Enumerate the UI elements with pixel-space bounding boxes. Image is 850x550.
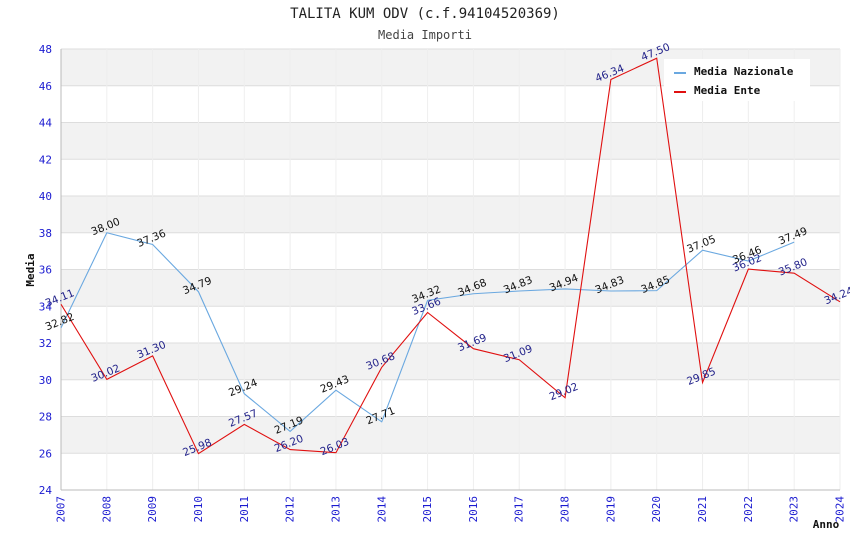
series-lines	[60, 57, 841, 455]
chart-title: TALITA KUM ODV (c.f.94104520369)	[290, 6, 560, 22]
y-tick-label: 42	[39, 153, 52, 166]
y-tick-label: 48	[39, 43, 52, 56]
y-tick-label: 24	[39, 484, 53, 497]
x-tick-label: 2015	[421, 496, 434, 523]
x-tick-label: 2009	[146, 496, 159, 523]
grid-band	[61, 416, 840, 454]
x-tick-label: 2011	[238, 496, 251, 523]
x-tick-label: 2012	[284, 496, 297, 523]
x-tick-label: 2008	[100, 496, 113, 523]
grid-band	[61, 269, 840, 307]
grid-lines	[60, 48, 841, 491]
x-tick-label: 2016	[467, 496, 480, 523]
y-tick-label: 30	[39, 374, 52, 387]
chart-subtitle: Media Importi	[378, 28, 472, 42]
x-axis-label: Anno	[813, 518, 840, 531]
grid-band	[61, 122, 840, 160]
x-tick-label: 2007	[55, 496, 68, 523]
x-tick-label: 2013	[329, 496, 342, 523]
y-tick-label: 38	[39, 227, 52, 240]
y-tick-label: 32	[39, 337, 52, 350]
x-tick-label: 2023	[788, 496, 801, 523]
y-tick-label: 46	[39, 80, 52, 93]
x-tick-label: 2021	[696, 496, 709, 523]
x-tick-labels: 2007 2008 2009 2010 2011 2012 2013 2014 2015 2016…	[55, 496, 847, 523]
y-tick-label: 28	[39, 411, 52, 424]
grid-band	[61, 343, 840, 380]
y-axis-label: Media	[24, 253, 37, 286]
legend-label-nazionale: Media Nazionale	[694, 65, 794, 78]
y-tick-label: 40	[39, 190, 52, 203]
y-tick-label: 36	[39, 264, 52, 277]
x-tick-label: 2024	[834, 496, 847, 523]
legend-label-ente: Media Ente	[694, 84, 761, 97]
x-tick-label: 2019	[604, 496, 617, 523]
x-tick-label: 2017	[513, 496, 526, 523]
y-tick-label: 34	[39, 300, 53, 313]
y-tick-labels: 24 26 28 30 32 34 36 38 40 42 44 46 48	[39, 43, 53, 497]
x-tick-label: 2022	[742, 496, 755, 523]
grid-band	[61, 196, 840, 233]
y-tick-label: 26	[39, 447, 52, 460]
series-line-nazionale	[60, 232, 795, 433]
x-tick-label: 2020	[650, 496, 663, 523]
x-tick-label: 2018	[559, 496, 572, 523]
legend: Media Nazionale Media Ente	[664, 59, 810, 101]
x-tick-label: 2010	[192, 496, 205, 523]
legend-box	[664, 59, 810, 101]
x-tick-label: 2014	[375, 496, 388, 523]
y-tick-label: 44	[39, 117, 53, 130]
series-line-ente	[60, 57, 841, 455]
